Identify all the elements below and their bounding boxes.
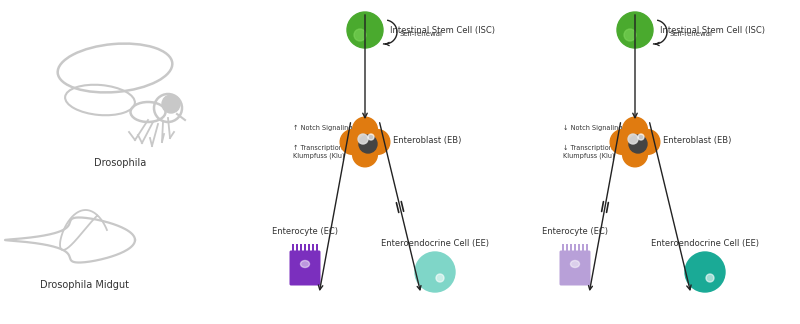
Circle shape: [624, 29, 636, 41]
Text: ↓ Notch Signaling: ↓ Notch Signaling: [563, 125, 622, 131]
Bar: [578, 244, 580, 252]
Circle shape: [685, 252, 725, 292]
Text: ↑ Transcription Factor
Klumpfuss (Klu): ↑ Transcription Factor Klumpfuss (Klu): [293, 145, 365, 159]
Circle shape: [359, 135, 377, 153]
Text: Enteroblast (EB): Enteroblast (EB): [663, 135, 731, 145]
Circle shape: [368, 134, 374, 140]
Circle shape: [635, 130, 660, 155]
Circle shape: [365, 130, 390, 155]
Circle shape: [436, 274, 444, 282]
Text: Enteroendocrine Cell (EE): Enteroendocrine Cell (EE): [381, 239, 489, 248]
Circle shape: [622, 117, 647, 142]
Circle shape: [162, 95, 180, 113]
Text: Drosophila Midgut: Drosophila Midgut: [41, 280, 130, 290]
Circle shape: [628, 134, 638, 144]
Bar: [582, 244, 584, 252]
Text: Enteroblast (EB): Enteroblast (EB): [393, 135, 462, 145]
FancyBboxPatch shape: [290, 250, 321, 285]
Circle shape: [353, 142, 378, 167]
Bar: [586, 244, 588, 252]
Circle shape: [706, 274, 714, 282]
Bar: [566, 244, 568, 252]
Text: Intestinal Stem Cell (ISC): Intestinal Stem Cell (ISC): [390, 26, 495, 34]
Circle shape: [358, 134, 368, 144]
Bar: [570, 244, 572, 252]
Text: Enterocyte (EC): Enterocyte (EC): [272, 227, 338, 236]
Text: Self-renewal: Self-renewal: [399, 31, 442, 37]
Bar: [316, 244, 318, 252]
Bar: [562, 244, 564, 252]
Circle shape: [610, 130, 635, 155]
Bar: [574, 244, 576, 252]
Text: ↑ Notch Signaling: ↑ Notch Signaling: [293, 125, 353, 131]
Bar: [312, 244, 314, 252]
Bar: [304, 244, 306, 252]
Circle shape: [415, 252, 455, 292]
FancyBboxPatch shape: [559, 250, 590, 285]
Circle shape: [629, 135, 647, 153]
Ellipse shape: [301, 260, 310, 268]
Ellipse shape: [570, 260, 579, 268]
Bar: [296, 244, 298, 252]
Text: ↓ Transcription Factor
Klumpfuss (Klu): ↓ Transcription Factor Klumpfuss (Klu): [563, 145, 635, 159]
Circle shape: [617, 12, 653, 48]
Text: Self-renewal: Self-renewal: [669, 31, 712, 37]
Circle shape: [347, 12, 383, 48]
Circle shape: [638, 134, 644, 140]
Circle shape: [353, 117, 378, 142]
Circle shape: [340, 130, 365, 155]
Bar: [300, 244, 302, 252]
Circle shape: [354, 29, 366, 41]
Bar: [292, 244, 294, 252]
Text: Enteroendocrine Cell (EE): Enteroendocrine Cell (EE): [651, 239, 759, 248]
Bar: [308, 244, 310, 252]
Text: Intestinal Stem Cell (ISC): Intestinal Stem Cell (ISC): [660, 26, 765, 34]
Text: Drosophila: Drosophila: [94, 158, 146, 168]
Text: Enterocyte (EC): Enterocyte (EC): [542, 227, 608, 236]
Circle shape: [622, 142, 647, 167]
